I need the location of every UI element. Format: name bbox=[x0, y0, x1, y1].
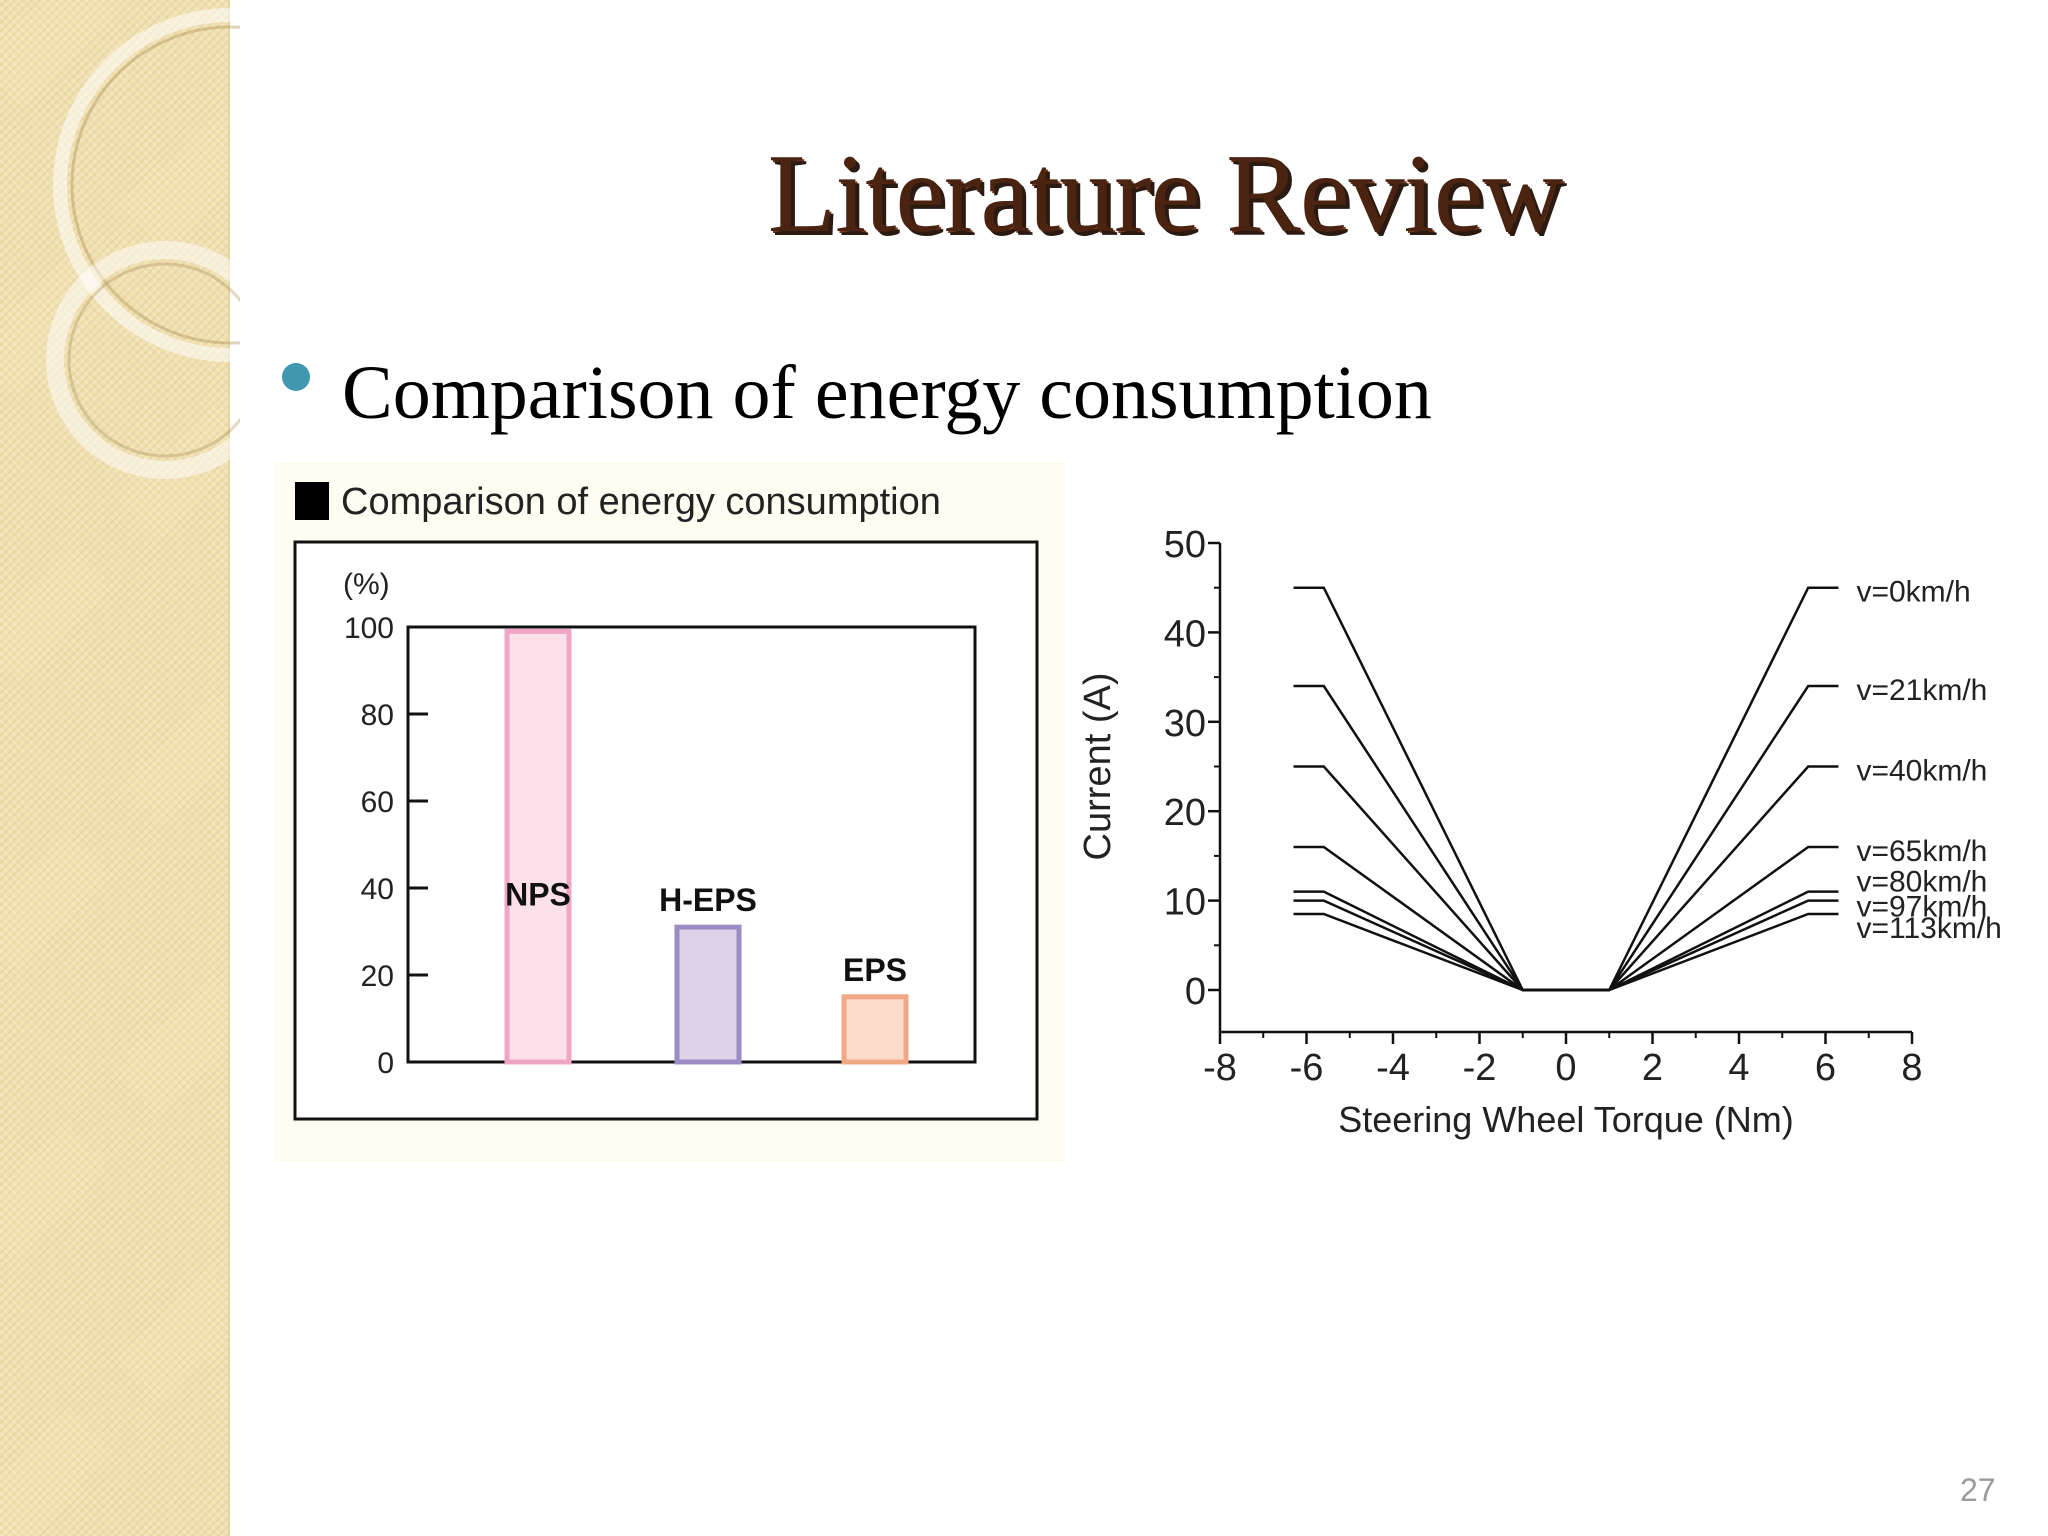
line-y-tick-label: 0 bbox=[1185, 971, 1206, 1013]
decorative-rings bbox=[46, 8, 240, 479]
line-y-tick-label: 20 bbox=[1164, 792, 1206, 834]
line-y-tick-label: 10 bbox=[1164, 882, 1206, 924]
line-series-label: v=80km/h bbox=[1856, 866, 1987, 899]
bullet-text: Comparison of energy consumption bbox=[342, 351, 1432, 435]
line-x-tick-label: 8 bbox=[1901, 1047, 1922, 1089]
line-chart: 0 10 20 30 40 50 -8 -6 -4 -2 0 2 4 6 8 Steering Wheel T… bbox=[1080, 524, 2002, 1140]
line-series-6 bbox=[1293, 899, 1839, 992]
line-x-tick-label: 2 bbox=[1642, 1047, 1663, 1089]
bar-chart: Comparison of energy consumption (%) 0 20 4… bbox=[275, 462, 1065, 1162]
title-marker-icon bbox=[295, 482, 329, 520]
line-y-tick-label: 30 bbox=[1164, 703, 1206, 745]
bullet-dot-icon bbox=[282, 363, 310, 391]
line-y-axis-label: Current (A) bbox=[1080, 673, 1119, 861]
line-series-5 bbox=[1293, 890, 1839, 992]
line-series-label: v=113km/h bbox=[1856, 912, 2001, 945]
line-series-7 bbox=[1293, 912, 1839, 992]
line-series-label: v=0km/h bbox=[1856, 576, 1970, 609]
bar-label-nps: NPS bbox=[505, 876, 571, 912]
line-series-3 bbox=[1293, 765, 1839, 992]
line-x-tick-label: 0 bbox=[1555, 1047, 1576, 1089]
line-series-1 bbox=[1293, 586, 1839, 992]
page-number: 27 bbox=[1960, 1472, 1996, 1508]
bar-eps bbox=[841, 994, 909, 1065]
line-x-axis-label: Steering Wheel Torque (Nm) bbox=[1338, 1099, 1794, 1140]
bar-label-eps: EPS bbox=[843, 952, 907, 988]
bar-y-axis-label: (%) bbox=[343, 568, 390, 601]
line-x-tick-label: 6 bbox=[1815, 1047, 1836, 1089]
bar-chart-frame bbox=[293, 540, 1039, 1121]
line-x-tick-label: -2 bbox=[1463, 1047, 1497, 1089]
line-y-tick-label: 40 bbox=[1164, 613, 1206, 655]
line-series-label: v=40km/h bbox=[1856, 755, 1987, 788]
line-x-tick-label: -4 bbox=[1376, 1047, 1410, 1089]
ring-small-inner bbox=[67, 262, 240, 458]
bar-y-tick-label: 100 bbox=[344, 612, 394, 645]
bar-nps bbox=[504, 628, 572, 1065]
line-series-2 bbox=[1293, 684, 1839, 992]
line-x-tick-label: 4 bbox=[1728, 1047, 1749, 1089]
bar-y-tick-label: 80 bbox=[361, 699, 394, 732]
line-series-label: v=21km/h bbox=[1856, 674, 1987, 707]
bar-y-tick-label: 40 bbox=[361, 873, 394, 906]
bar-y-tick-label: 60 bbox=[361, 786, 394, 819]
line-y-tick-label: 50 bbox=[1164, 524, 1206, 566]
line-x-tick-label: -6 bbox=[1290, 1047, 1324, 1089]
line-series-label: v=65km/h bbox=[1856, 835, 1987, 868]
bar-label-h-eps: H-EPS bbox=[659, 882, 757, 918]
bar-h-eps bbox=[674, 924, 742, 1065]
slide-title: Literature Review bbox=[767, 132, 1564, 256]
line-series-label: v=97km/h bbox=[1856, 891, 1987, 924]
bar-chart-title: Comparison of energy consumption bbox=[341, 481, 941, 523]
ring-small bbox=[46, 241, 240, 479]
bar-y-tick-label: 0 bbox=[377, 1047, 394, 1080]
line-x-tick-label: -8 bbox=[1203, 1047, 1237, 1089]
bar-y-tick-label: 20 bbox=[361, 960, 394, 993]
ring-large bbox=[53, 8, 240, 362]
ring-large-inner bbox=[70, 25, 240, 345]
